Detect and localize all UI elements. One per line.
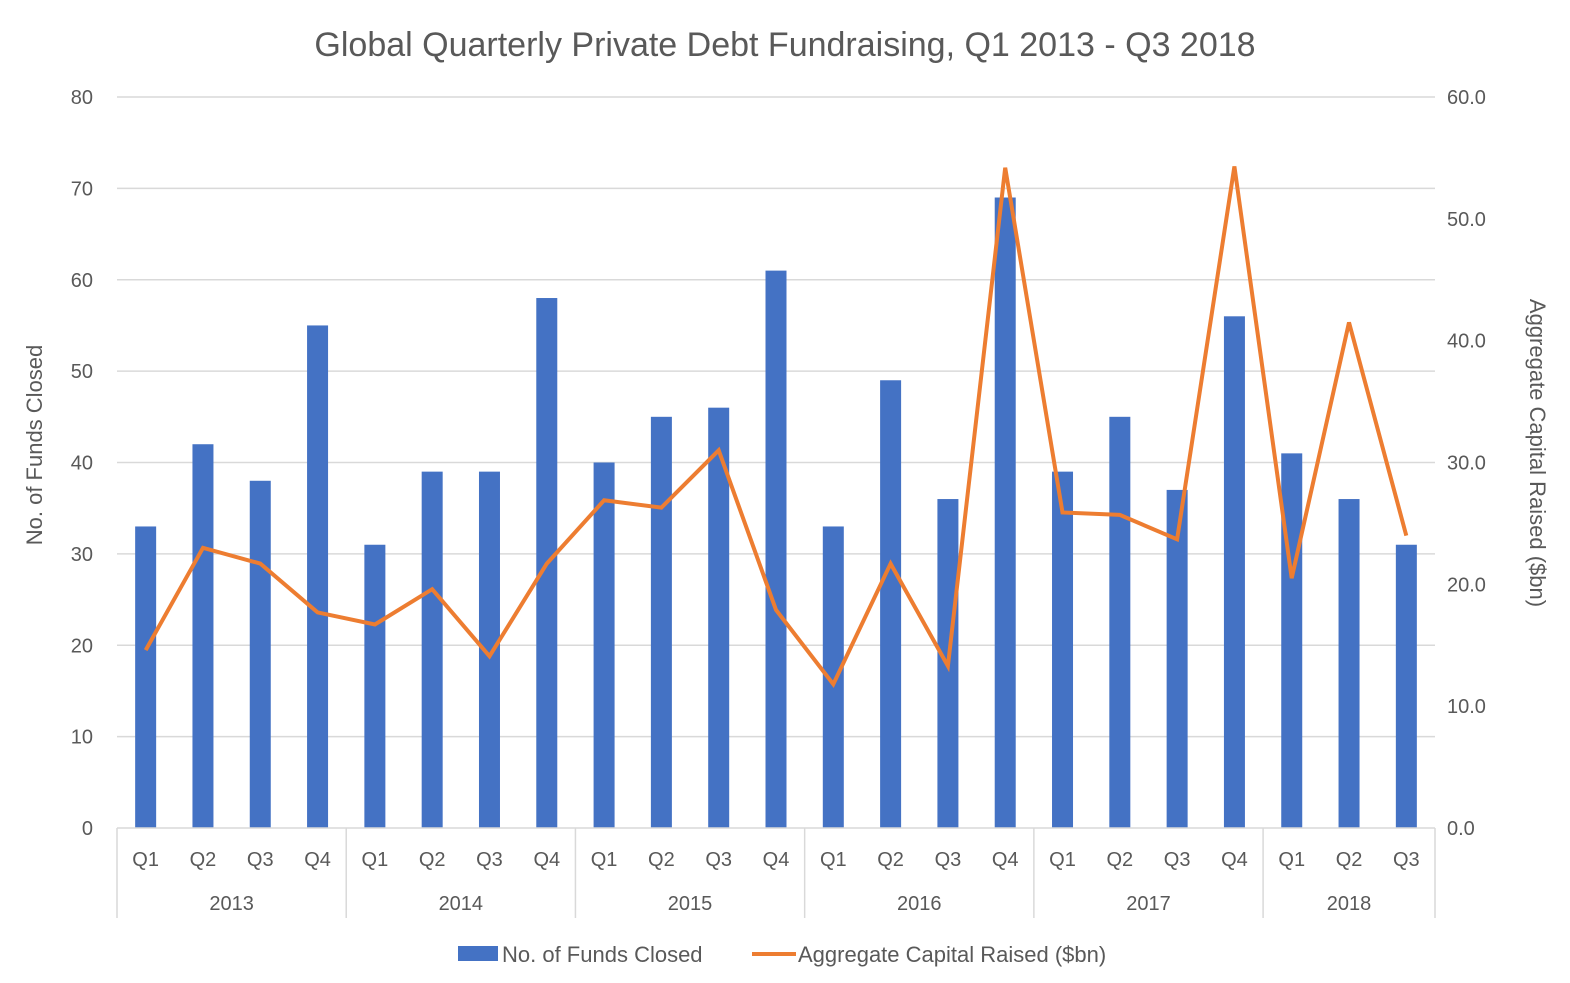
y2-tick-label: 40.0 <box>1447 331 1486 353</box>
x-tick-label: Q4 <box>1221 849 1248 871</box>
chart-title: Global Quarterly Private Debt Fundraisin… <box>314 26 1255 64</box>
x-tick-label: Q1 <box>591 849 618 871</box>
bar <box>1052 471 1074 828</box>
x-tick-label: Q1 <box>132 849 159 871</box>
y-tick-label: 10 <box>71 727 93 749</box>
x-tick-label: Q1 <box>1049 849 1076 871</box>
bar <box>822 526 844 828</box>
bar <box>1166 489 1188 828</box>
axes: 0 10 20 30 40 50 60 70 80 0.0 10.0 20.0 30.0 40.0 50.0… <box>71 87 1486 918</box>
x-tick-label: Q2 <box>1106 849 1133 871</box>
bar <box>708 407 730 828</box>
x-tick-label: Q4 <box>763 849 790 871</box>
x-tick-label: Q4 <box>533 849 560 871</box>
x-tick-label: Q1 <box>362 849 389 871</box>
y-tick-label: 80 <box>71 87 93 109</box>
bar <box>994 197 1016 828</box>
bar <box>880 380 902 828</box>
x-tick-label: Q3 <box>1164 849 1191 871</box>
x-tick-label: Q2 <box>190 849 217 871</box>
x-group-label: 2015 <box>668 893 713 915</box>
y2-tick-label: 0.0 <box>1447 818 1475 840</box>
bar <box>765 270 787 828</box>
x-tick-label: Q1 <box>820 849 847 871</box>
y2-tick-label: 10.0 <box>1447 696 1486 718</box>
bar <box>1109 416 1131 828</box>
y-tick-label: 40 <box>71 453 93 475</box>
y-tick-label: 70 <box>71 178 93 200</box>
x-tick-label: Q4 <box>992 849 1019 871</box>
x-tick-label: Q2 <box>1336 849 1363 871</box>
legend-label-line: Aggregate Capital Raised ($bn) <box>798 942 1106 967</box>
y2-tick-label: 30.0 <box>1447 453 1486 475</box>
bar <box>135 526 157 828</box>
line-path <box>143 166 1409 689</box>
bar <box>478 471 500 828</box>
x-group-label: 2017 <box>1126 893 1171 915</box>
y2-axis-label: Aggregate Capital Raised ($bn) <box>1525 299 1550 607</box>
x-tick-label: Q3 <box>247 849 274 871</box>
x-tick-label: Q2 <box>648 849 675 871</box>
bar <box>249 480 271 828</box>
x-group-label: 2018 <box>1327 893 1372 915</box>
y-axis-label: No. of Funds Closed <box>22 345 47 546</box>
bar-series <box>135 197 1417 828</box>
y-tick-label: 60 <box>71 270 93 292</box>
x-tick-label: Q2 <box>419 849 446 871</box>
bar <box>307 325 329 828</box>
x-tick-label: Q3 <box>705 849 732 871</box>
bar <box>1223 316 1245 828</box>
y2-tick-label: 20.0 <box>1447 574 1486 596</box>
x-tick-label: Q2 <box>877 849 904 871</box>
bar <box>421 471 443 828</box>
y-tick-label: 50 <box>71 361 93 383</box>
x-group-label: 2014 <box>439 893 484 915</box>
bar <box>192 444 214 828</box>
y2-tick-label: 50.0 <box>1447 209 1486 231</box>
y2-tick-label: 60.0 <box>1447 87 1486 109</box>
line-series <box>143 166 1409 689</box>
y-tick-label: 30 <box>71 544 93 566</box>
bar <box>1395 544 1417 828</box>
x-tick-label: Q3 <box>476 849 503 871</box>
legend: No. of Funds Closed Aggregate Capital Ra… <box>458 942 1106 967</box>
bar <box>1281 453 1303 828</box>
x-group-label: 2016 <box>897 893 942 915</box>
y-tick-label: 20 <box>71 635 93 657</box>
bar <box>593 462 615 828</box>
x-group-label: 2013 <box>209 893 254 915</box>
y-tick-label: 0 <box>82 818 93 840</box>
x-tick-label: Q3 <box>1393 849 1420 871</box>
x-tick-label: Q3 <box>935 849 962 871</box>
bar <box>364 544 386 828</box>
legend-label-bars: No. of Funds Closed <box>502 942 703 967</box>
bar <box>650 416 672 828</box>
x-tick-label: Q1 <box>1278 849 1305 871</box>
x-tick-label: Q4 <box>304 849 331 871</box>
bar <box>1338 499 1360 828</box>
legend-swatch-bars <box>458 946 498 961</box>
